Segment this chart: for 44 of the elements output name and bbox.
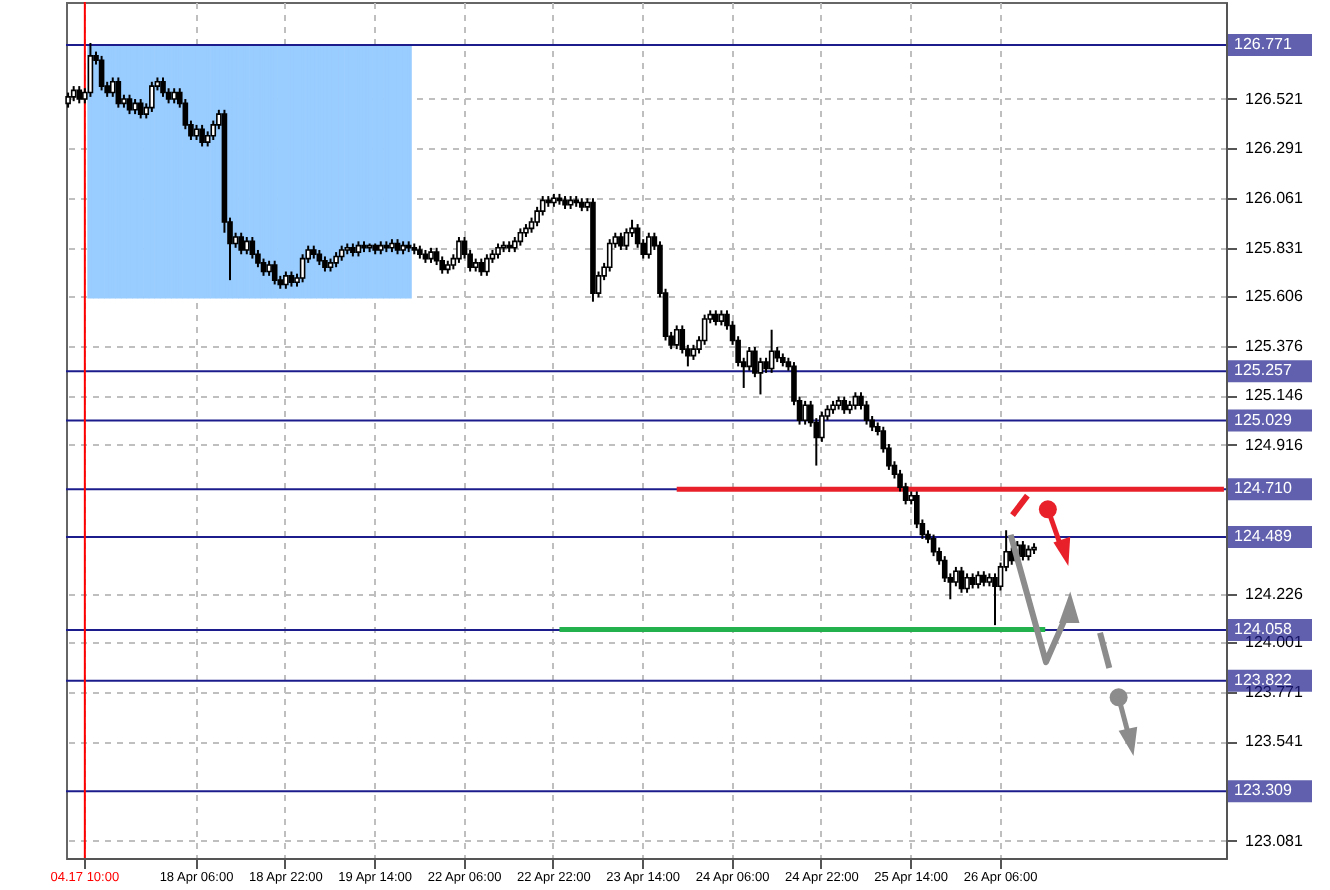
candlestick [673,324,680,351]
candlestick [992,572,998,627]
candlestick [98,54,105,92]
candlestick [299,253,306,284]
candlestick [863,399,870,426]
candlestick [87,41,94,98]
y-tick-label: 124.226 [1245,584,1304,603]
ref-line-label: 126.771 [1234,34,1293,53]
candlestick [160,76,166,98]
ref-line-label: 123.309 [1234,781,1293,800]
y-tick-label: 123.541 [1245,732,1304,751]
candlestick [137,98,144,120]
y-tick-label: 125.146 [1245,386,1304,405]
candlestick [802,399,808,426]
candlestick [126,93,133,116]
y-tick-label: 125.831 [1245,238,1304,257]
candlestick [484,253,490,277]
ref-line-label: 123.822 [1234,670,1293,689]
candlestick [1020,540,1026,562]
candlestick [115,76,122,109]
candlestick [149,80,155,113]
candlestick [958,565,965,594]
candlestick [768,328,775,374]
candlestick [930,533,937,558]
y-tick-label: 125.376 [1245,336,1304,355]
candlestick [199,123,205,148]
y-tick-label: 126.291 [1245,139,1304,158]
y-tick-label: 123.081 [1245,831,1304,850]
y-tick-label: 126.521 [1245,89,1304,108]
ref-line-label: 125.029 [1234,410,1293,429]
ref-line-label: 125.257 [1234,361,1293,380]
ref-line-label: 124.710 [1234,479,1293,498]
y-tick-label: 125.606 [1245,287,1304,306]
candlestick [645,231,652,260]
y-tick-label: 124.916 [1245,435,1304,454]
y-tick-label: 126.061 [1245,189,1304,207]
candlestick [271,259,278,286]
candlestick [606,238,613,273]
ref-line-label: 124.058 [1234,619,1293,638]
candlestick [701,313,708,346]
candlestick [964,572,970,594]
candlestick [456,236,462,264]
candlestick [238,231,244,256]
ref-line-label: 124.489 [1234,526,1293,545]
